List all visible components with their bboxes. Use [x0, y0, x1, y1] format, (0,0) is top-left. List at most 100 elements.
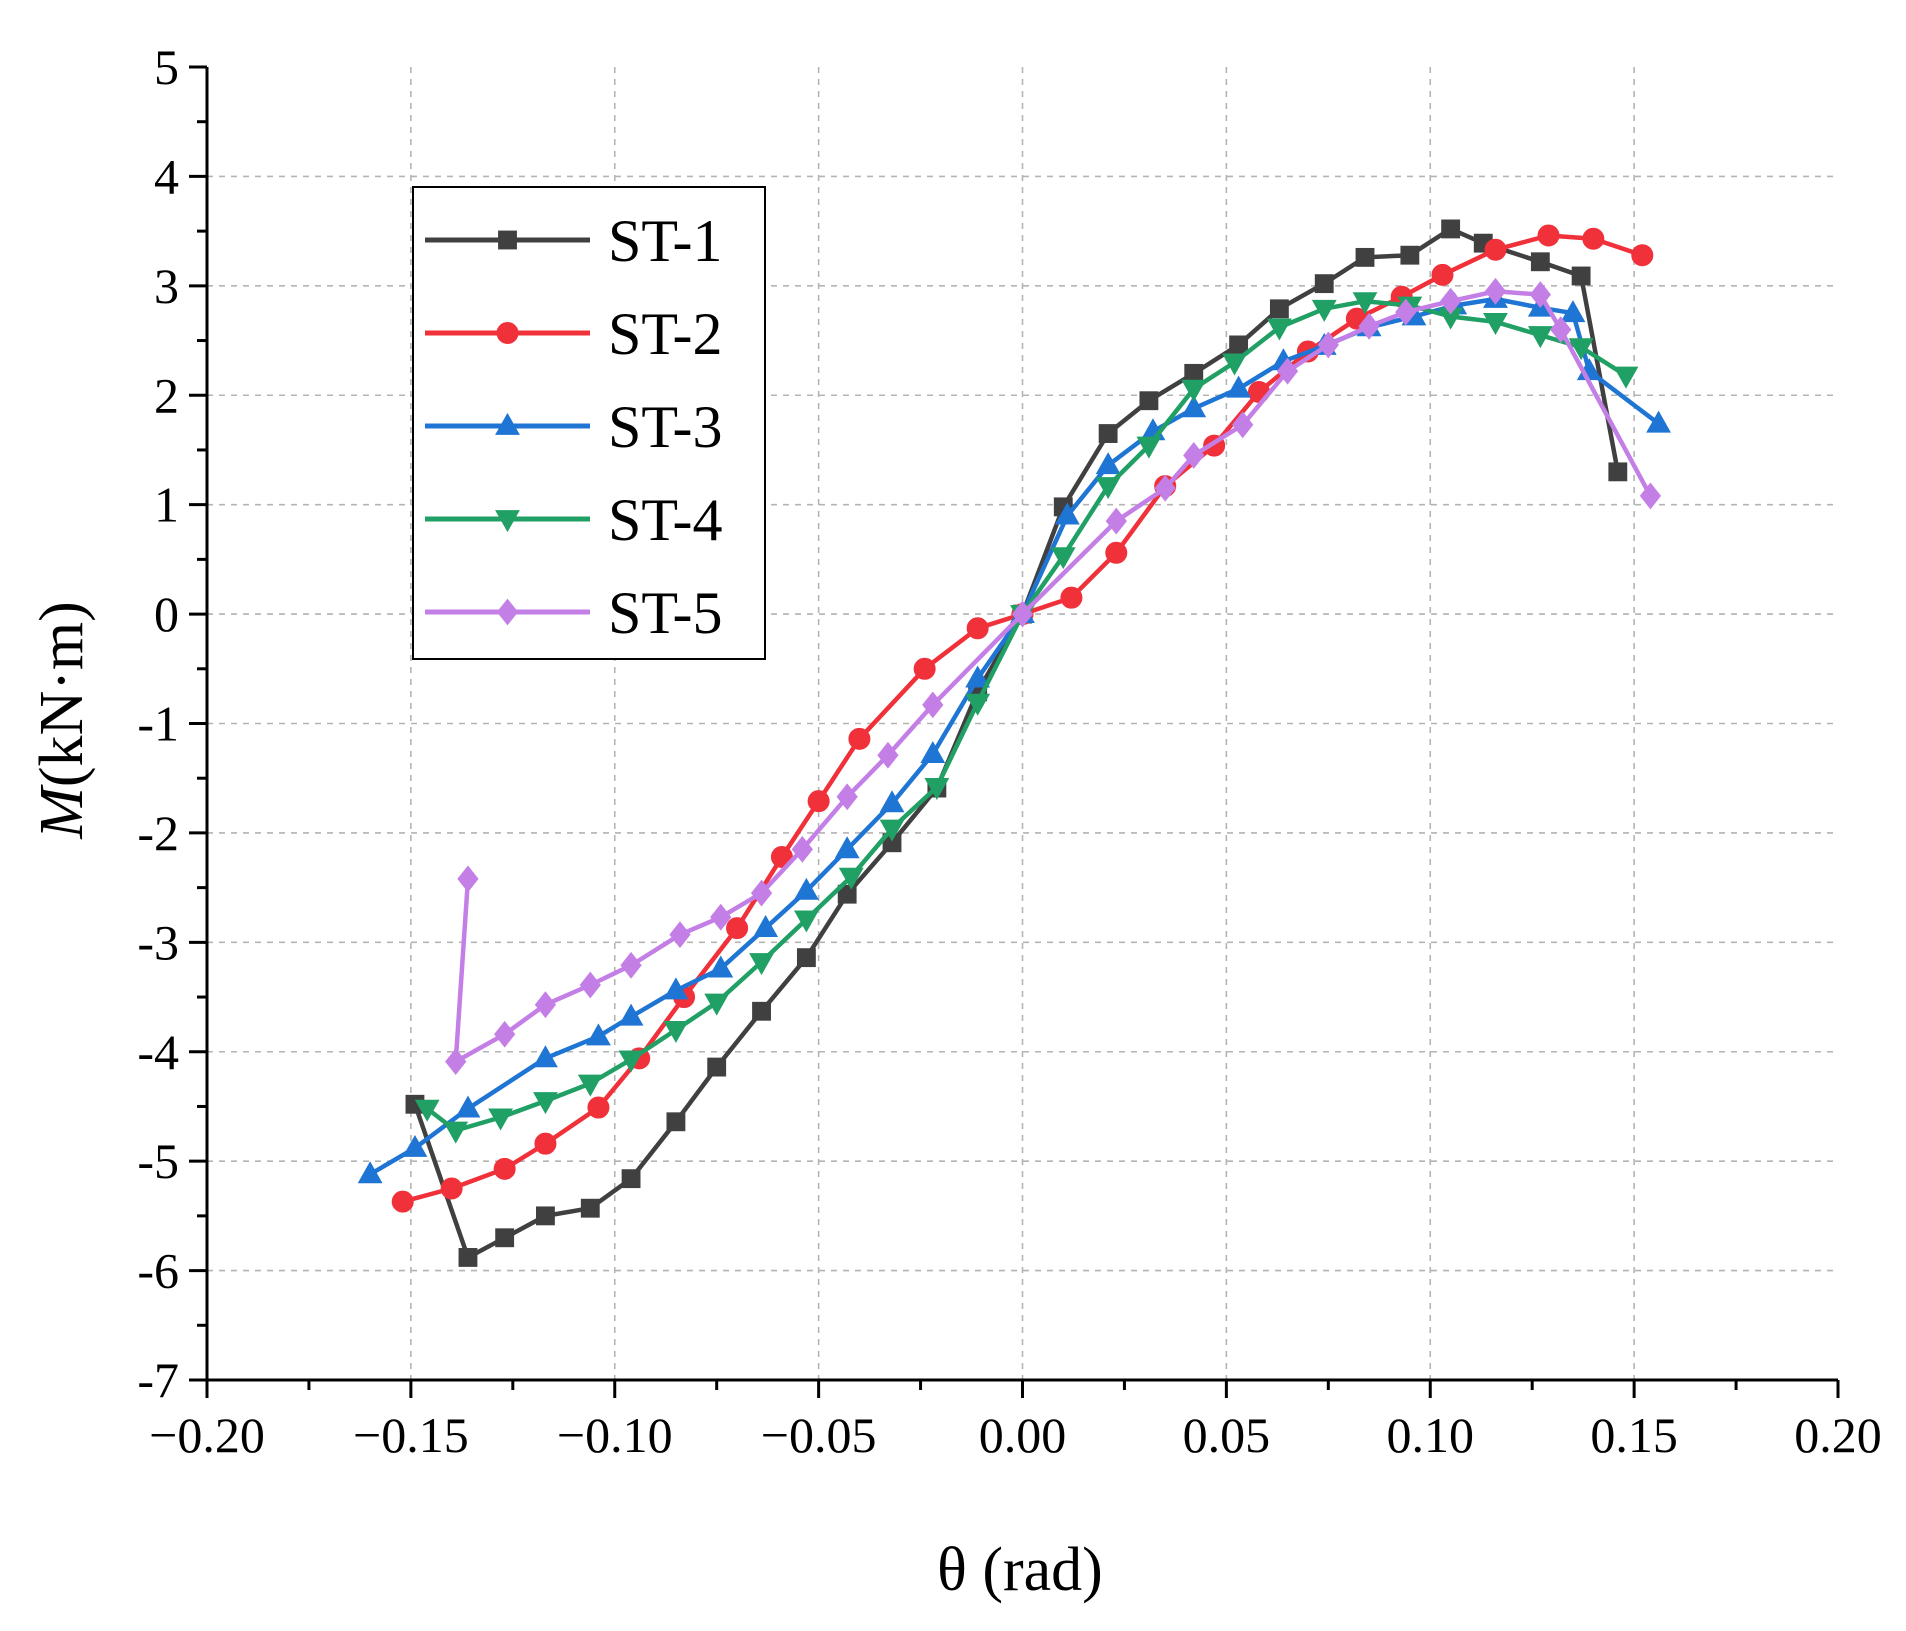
x-tick-label-0-10: 0.10 [1387, 1407, 1475, 1463]
y-tick-label-7: -7 [137, 1352, 179, 1408]
point-st-3-16 [1095, 452, 1121, 475]
point-st-2-1 [440, 1177, 463, 1200]
y-tick-label-5: 5 [154, 39, 179, 95]
point-st-4-20 [1266, 318, 1292, 341]
x-axis-title: θ (rad) [937, 1536, 1103, 1604]
point-st-4-27 [1568, 338, 1594, 361]
point-st-5-6 [669, 921, 691, 949]
point-st-3-29 [1646, 410, 1671, 433]
y-axis-title: M(kN·m) [28, 601, 96, 840]
point-st-3-5 [618, 1003, 644, 1026]
point-st-4-7 [704, 993, 730, 1016]
point-st-3-0 [357, 1161, 383, 1184]
point-st-5-2 [494, 1020, 516, 1048]
point-st-4-28 [1613, 366, 1639, 389]
legend-label-st-1: ST-1 [608, 208, 723, 274]
point-st-1-20 [1269, 299, 1289, 319]
point-st-2-23 [1484, 238, 1507, 261]
point-st-5-9 [791, 835, 813, 863]
y-tick-label-0: 0 [154, 586, 179, 642]
point-st-5-26 [1639, 482, 1662, 510]
point-st-2-4 [587, 1096, 610, 1119]
point-st-4-6 [663, 1020, 689, 1043]
point-st-4-11 [879, 819, 905, 842]
legend-item-st-5: ST-5 [425, 580, 723, 646]
point-st-2-22 [1431, 263, 1454, 286]
point-st-3-18 [1181, 395, 1207, 418]
point-st-3-6 [663, 977, 689, 1000]
point-st-5-5 [620, 951, 642, 979]
point-st-4-0 [414, 1099, 440, 1122]
legend-label-st-5: ST-5 [608, 580, 723, 646]
point-st-5-20 [1358, 312, 1380, 340]
point-st-4-26 [1527, 326, 1553, 349]
point-st-4-19 [1222, 353, 1247, 376]
legend-item-st-1: ST-1 [425, 208, 723, 274]
y-axis-title-unit: (kN·m) [28, 601, 96, 787]
y-tick-label-2: 2 [154, 367, 179, 423]
point-st-5-11 [877, 741, 899, 769]
point-st-5-3 [534, 991, 557, 1019]
point-st-2-11 [913, 657, 936, 680]
y-tick-label-1: 1 [154, 477, 179, 533]
point-st-2-14 [1060, 586, 1083, 609]
x-tick-label-0-00: 0.00 [979, 1407, 1067, 1463]
legend-marker-st-2 [496, 322, 519, 344]
point-st-5-13 [1011, 600, 1034, 628]
point-st-1-3 [536, 1206, 555, 1226]
point-st-1-21 [1314, 274, 1334, 294]
point-st-1-5 [621, 1169, 641, 1189]
point-st-3-27 [1560, 300, 1586, 323]
tick-labels: −0.20 −0.15 −0.10 −0.05 0.00 0.05 0.10 0.15 0.20… [137, 39, 1881, 1463]
point-st-5-24 [1529, 281, 1551, 308]
x-tick-label-0-05: −0.05 [761, 1407, 877, 1463]
point-st-4-4 [577, 1074, 603, 1097]
point-st-5-4 [579, 971, 601, 999]
legend-marker-st-1 [498, 230, 517, 250]
point-st-5-10 [836, 783, 858, 811]
point-st-1-26 [1530, 252, 1550, 272]
point-st-5-21 [1395, 298, 1417, 326]
y-tick-label-6: -6 [137, 1243, 179, 1299]
legend-item-st-2: ST-2 [425, 301, 723, 367]
point-st-3-19 [1226, 375, 1252, 398]
point-st-5-19 [1317, 331, 1339, 359]
point-st-3-12 [920, 741, 946, 764]
point-st-1-27 [1571, 266, 1591, 286]
x-tick-label-0-20: 0.20 [1794, 1407, 1882, 1463]
point-st-3-11 [879, 790, 905, 813]
point-st-5-1 [445, 1048, 467, 1076]
grid [207, 67, 1838, 1380]
point-st-4-25 [1483, 313, 1508, 336]
x-tick-label-0-15: −0.15 [353, 1407, 469, 1463]
point-st-4-12 [924, 778, 950, 801]
legend-label-st-2: ST-2 [608, 301, 723, 367]
point-st-4-15 [1050, 547, 1076, 570]
point-st-4-13 [965, 693, 991, 716]
y-tick-label-4: 4 [154, 148, 179, 204]
point-st-2-9 [807, 790, 830, 813]
point-st-5-23 [1484, 277, 1507, 305]
point-st-1-18 [1184, 363, 1204, 383]
point-st-3-8 [753, 915, 779, 938]
point-st-3-7 [708, 955, 734, 978]
point-st-2-7 [726, 917, 749, 940]
point-st-5-7 [710, 903, 732, 931]
point-st-5-22 [1440, 287, 1462, 315]
legend-box [412, 186, 766, 660]
y-tick-label-3: 3 [154, 258, 179, 314]
point-st-2-10 [848, 727, 871, 750]
point-st-4-3 [533, 1092, 558, 1115]
point-st-4-5 [618, 1050, 644, 1073]
point-st-3-1 [402, 1134, 428, 1157]
point-st-3-4 [586, 1023, 611, 1046]
point-st-5-25 [1550, 316, 1572, 344]
y-tick-label-1: -1 [137, 696, 179, 752]
point-st-4-21 [1311, 299, 1337, 322]
point-st-5-18 [1276, 357, 1299, 385]
point-st-3-15 [1054, 502, 1080, 525]
point-st-3-10 [834, 836, 860, 859]
point-st-5-0 [457, 865, 479, 893]
